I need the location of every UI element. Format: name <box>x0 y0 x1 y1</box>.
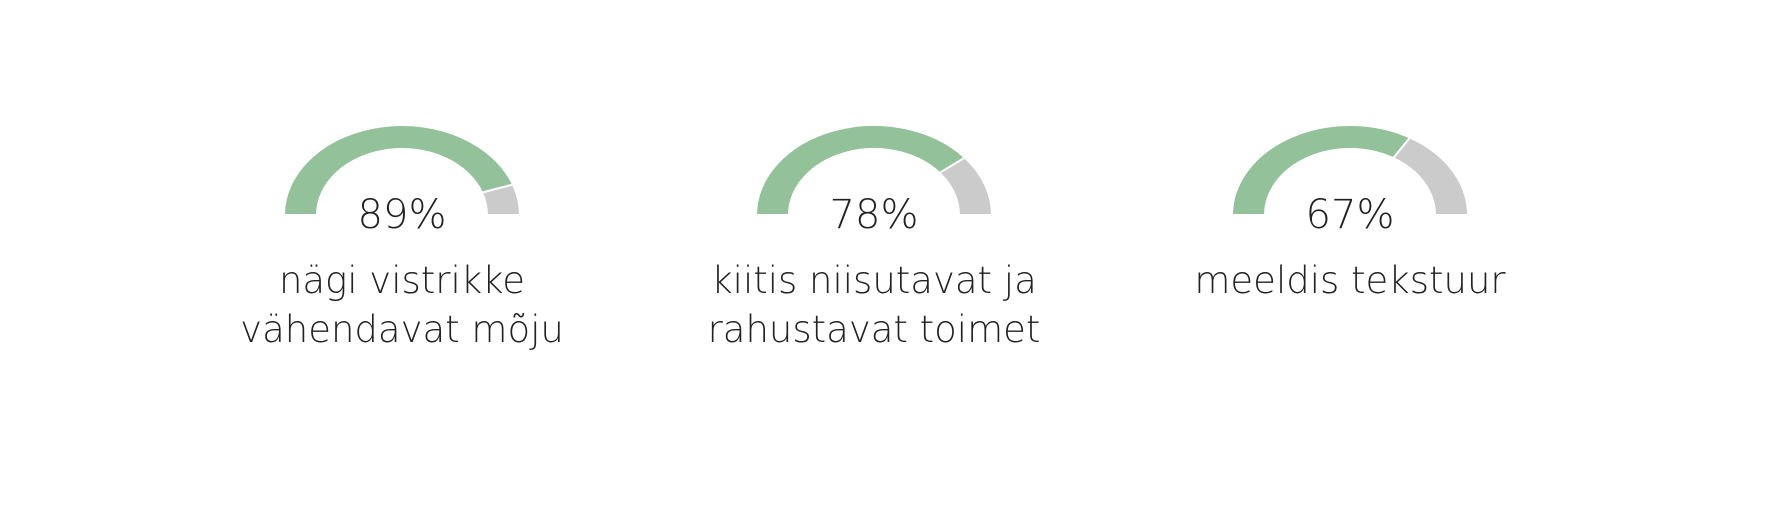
gauge-label-line: kiitis niisutavat ja <box>711 259 1037 302</box>
gauge-label-3: meeldis tekstuur <box>1150 256 1550 305</box>
gauge-label-line: rahustavat toimet <box>707 308 1041 351</box>
gauge-value-1: 89% <box>357 192 447 238</box>
gauge-value-3: 67% <box>1305 192 1395 238</box>
gauge-remaining-arc <box>480 183 522 216</box>
gauge-label-line: nägi vistrikke <box>278 259 526 302</box>
gauge-label-line: vähendavat mõju <box>240 308 564 351</box>
gauge-label-2: kiitis niisutavat ja rahustavat toimet <box>674 256 1074 354</box>
gauge-label-line: meeldis tekstuur <box>1194 259 1506 302</box>
gauge-filled-arc <box>282 124 515 216</box>
gauge-remaining-arc <box>1391 136 1470 216</box>
gauge-value-2: 78% <box>829 192 919 238</box>
gauge-label-1: nägi vistrikke vähendavat mõju <box>202 256 602 354</box>
gauge-remaining-arc <box>937 156 994 216</box>
